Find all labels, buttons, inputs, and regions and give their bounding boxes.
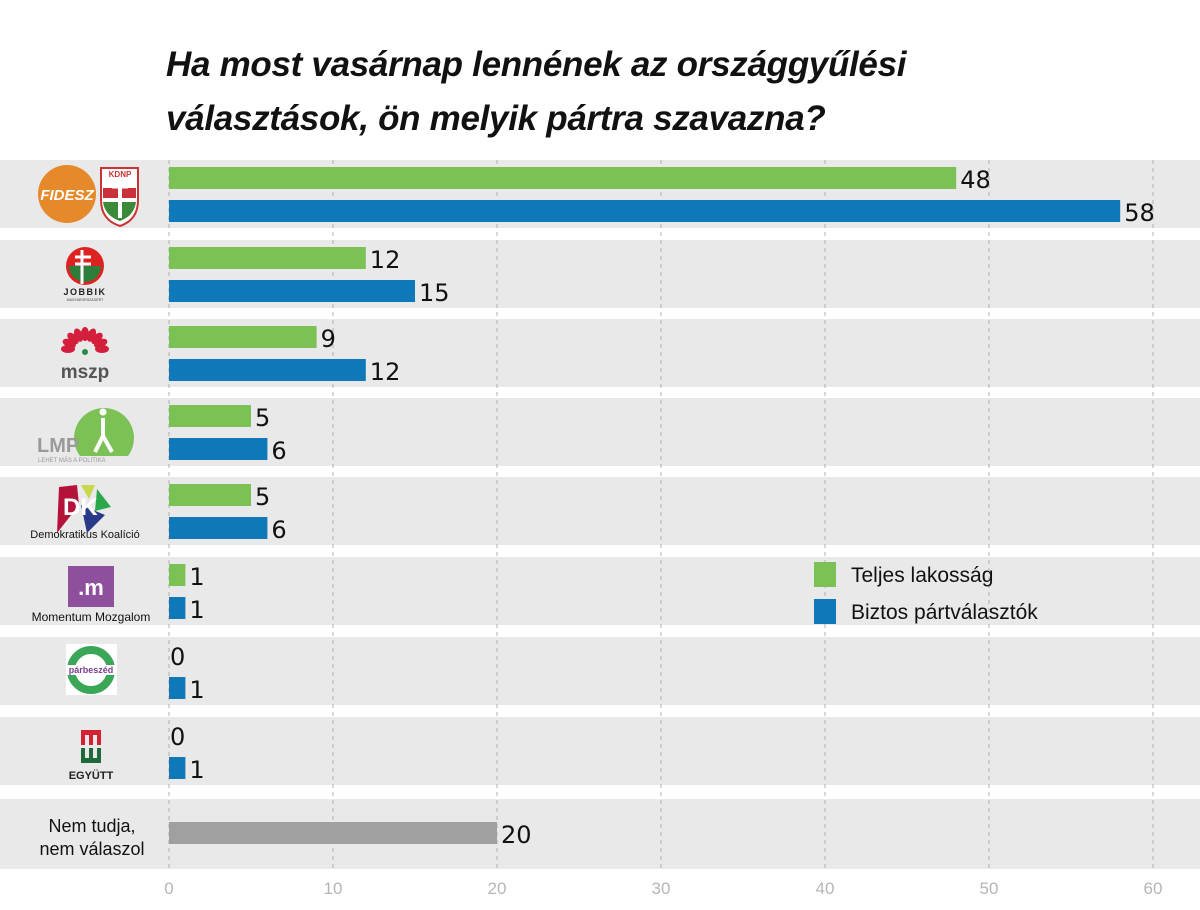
data-label: 9: [321, 325, 336, 353]
legend-label: Biztos pártválasztók: [851, 601, 1038, 624]
party-logo: FIDESZ KDNP: [38, 165, 139, 228]
momentum-logo: .m: [68, 566, 114, 607]
data-label: 1: [189, 676, 204, 704]
party-label-momentum: Momentum Mozgalom: [31, 610, 151, 624]
svg-text:FIDESZ: FIDESZ: [40, 187, 94, 204]
mszp-logo: mszp: [61, 327, 110, 383]
title-line-2: választások, ön melyik pártra szavazna?: [166, 99, 826, 138]
data-label: 1: [189, 563, 204, 591]
legend-swatch: [814, 599, 836, 624]
data-label: 1: [189, 596, 204, 624]
bar-biztos-partvalasztok: [169, 757, 186, 779]
bar-teljes-lakossag: [169, 405, 251, 427]
svg-text:KDNP: KDNP: [109, 170, 132, 179]
data-label: 20: [501, 821, 532, 849]
legend: Teljes lakosság Biztos pártválasztók: [814, 562, 1038, 624]
bar-biztos-partvalasztok: [169, 517, 268, 539]
row-band: [0, 557, 1200, 625]
title-line-1: Ha most vasárnap lennének az országgyűlé…: [166, 45, 907, 84]
legend-label: Teljes lakosság: [851, 564, 993, 587]
party-logo: .m: [68, 566, 114, 607]
dk-logo: DK: [57, 485, 111, 533]
data-label: 5: [255, 483, 270, 511]
data-label: 15: [419, 279, 450, 307]
bar-biztos-partvalasztok: [169, 677, 186, 699]
data-label: 6: [271, 437, 286, 465]
parbeszed-logo: párbeszéd: [66, 644, 117, 695]
party-logo: mszp: [61, 327, 110, 383]
data-label: 12: [370, 246, 401, 274]
data-label: 12: [370, 358, 401, 386]
bar-teljes-lakossag: [169, 247, 366, 269]
bar-teljes-lakossag: [169, 167, 957, 189]
row-band: [0, 717, 1200, 785]
svg-text:MAGYARORSZÁGÉRT: MAGYARORSZÁGÉRT: [67, 297, 104, 302]
x-tick-label: 50: [980, 879, 999, 898]
svg-text:mszp: mszp: [61, 362, 110, 383]
chart-title: Ha most vasárnap lennének az országgyűlé…: [166, 38, 907, 146]
bar-biztos-partvalasztok: [169, 359, 366, 381]
data-label: 5: [255, 404, 270, 432]
bar-undecided: [169, 822, 497, 844]
x-tick-label: 30: [652, 879, 671, 898]
data-label: 0: [170, 723, 185, 751]
bar-biztos-partvalasztok: [169, 438, 268, 460]
svg-text:párbeszéd: párbeszéd: [69, 665, 114, 675]
data-label: 0: [170, 643, 185, 671]
bar-biztos-partvalasztok: [169, 597, 186, 619]
party-label-dk: Demokratikus Koalíció: [30, 529, 140, 541]
x-tick-label: 10: [324, 879, 343, 898]
data-label: 6: [271, 516, 286, 544]
party-logo: DK: [57, 485, 111, 533]
svg-text:DK: DK: [63, 494, 98, 521]
svg-text:JOBBIK: JOBBIK: [63, 287, 106, 297]
fidesz-logo: [38, 165, 96, 223]
party-logo: párbeszéd: [66, 644, 117, 695]
bar-teljes-lakossag: [169, 564, 186, 586]
bar-biztos-partvalasztok: [169, 280, 415, 302]
x-tick-label: 20: [488, 879, 507, 898]
egyutt-logo: EGYÜTT: [69, 730, 114, 782]
svg-text:LMP: LMP: [37, 435, 79, 457]
row-band: [0, 637, 1200, 705]
fidesz-kdnp-logo: FIDESZ KDNP: [38, 165, 139, 228]
data-label: 48: [960, 166, 991, 194]
party-logo: EGYÜTT: [69, 730, 114, 782]
x-tick-label: 60: [1144, 879, 1163, 898]
category-label-undecided: Nem tudja, nem válaszol: [39, 816, 145, 859]
data-label: 1: [189, 756, 204, 784]
x-tick-label: 40: [816, 879, 835, 898]
x-tick-label: 0: [164, 879, 173, 898]
data-label: 58: [1124, 199, 1155, 227]
svg-text:.m: .m: [78, 575, 104, 600]
svg-text:LEHET MÁS A POLITIKA: LEHET MÁS A POLITIKA: [38, 457, 106, 464]
legend-swatch: [814, 562, 836, 587]
bar-biztos-partvalasztok: [169, 200, 1121, 222]
bar-teljes-lakossag: [169, 326, 317, 348]
svg-text:EGYÜTT: EGYÜTT: [69, 769, 114, 782]
bar-teljes-lakossag: [169, 484, 251, 506]
